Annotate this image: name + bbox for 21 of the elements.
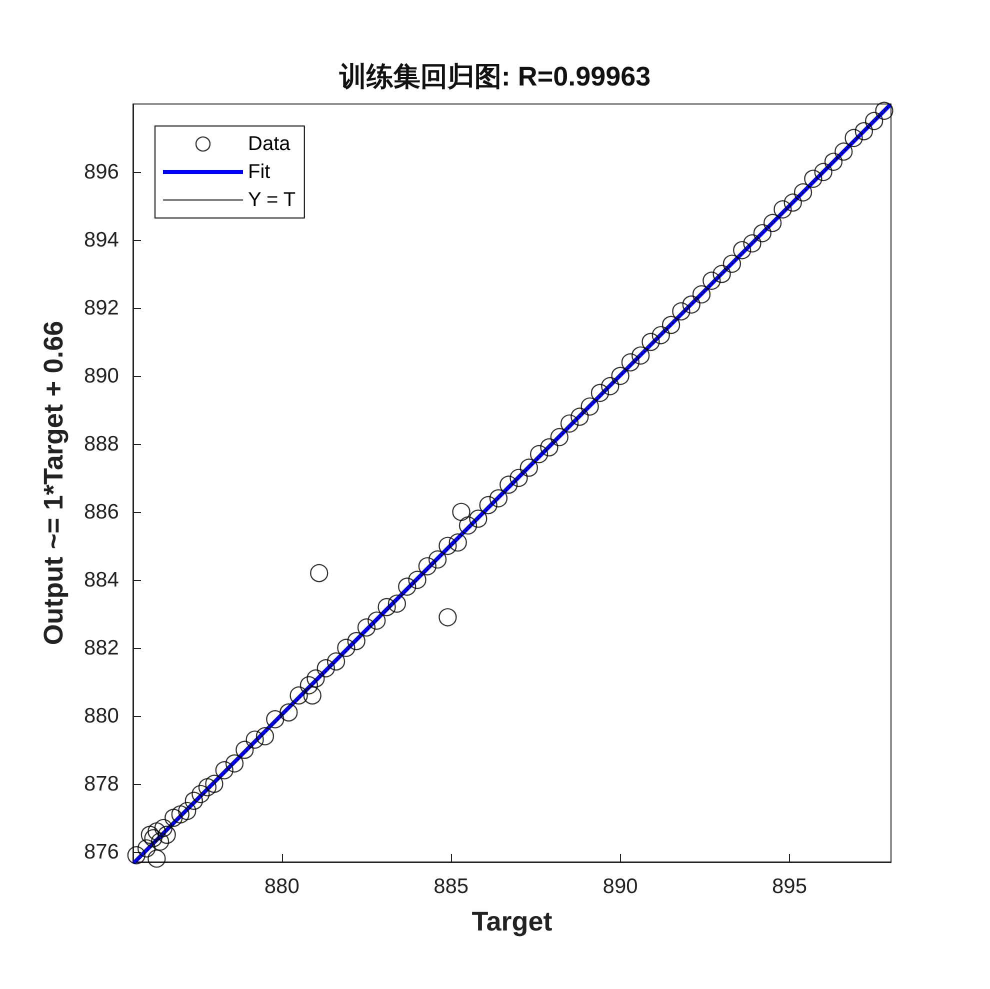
y-tick-label: 890 bbox=[84, 364, 119, 388]
legend-label: Data bbox=[248, 133, 292, 155]
x-axis-title: Target bbox=[472, 906, 552, 936]
y-tick-label: 882 bbox=[84, 636, 119, 660]
y-tick-label: 888 bbox=[84, 432, 119, 456]
y-tick-label: 896 bbox=[84, 160, 119, 184]
y-tick-label: 880 bbox=[84, 704, 119, 728]
legend-label: Y = T bbox=[248, 189, 296, 211]
x-tick-label: 880 bbox=[264, 875, 300, 898]
y-tick-label: 892 bbox=[84, 296, 119, 320]
x-tick-label: 890 bbox=[602, 875, 638, 898]
y-tick-label: 894 bbox=[84, 228, 120, 252]
x-tick-label: 885 bbox=[434, 875, 469, 898]
y-tick-label: 884 bbox=[84, 568, 120, 592]
y-tick-label: 876 bbox=[84, 840, 119, 864]
y-axis-title: Output ~= 1*Target + 0.66 bbox=[38, 320, 68, 646]
y-tick-label: 886 bbox=[84, 500, 119, 524]
x-tick-label: 895 bbox=[772, 875, 808, 898]
y-tick-label: 878 bbox=[84, 772, 119, 796]
chart-title: 训练集回归图: R=0.99963 bbox=[338, 62, 651, 92]
legend-label: Fit bbox=[248, 161, 271, 183]
